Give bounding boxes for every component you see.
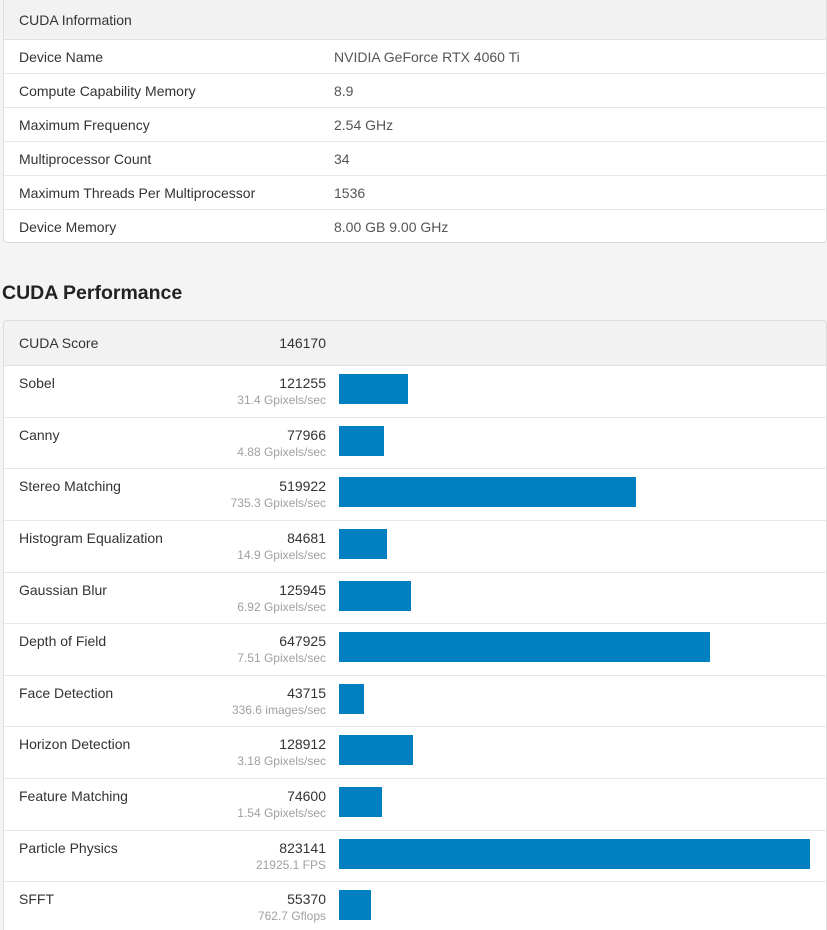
perf-name: Particle Physics	[19, 839, 118, 856]
performance-rows: Sobel 121255 31.4 Gpixels/sec Canny 77966 4.8…	[4, 366, 826, 930]
score-bar	[339, 477, 636, 508]
perf-throughput: 3.18 Gpixels/sec	[237, 754, 326, 769]
perf-row-depth-of-field: Depth of Field 647925 7.51 Gpixels/sec	[4, 624, 826, 676]
perf-row-face-detection: Face Detection 43715 336.6 images/sec	[4, 676, 826, 728]
perf-score: 823141	[279, 839, 326, 856]
perf-row-horizon-detection: Horizon Detection 128912 3.18 Gpixels/sec	[4, 727, 826, 779]
info-value: 34	[334, 150, 350, 167]
perf-name: Depth of Field	[19, 633, 107, 650]
info-row-max-threads: Maximum Threads Per Multiprocessor 1536	[4, 176, 826, 210]
score-bar	[339, 632, 710, 663]
perf-score: 84681	[287, 529, 326, 546]
info-label: Compute Capability Memory	[19, 82, 196, 99]
perf-name: Face Detection	[19, 684, 114, 701]
perf-throughput: 762.7 Gflops	[257, 909, 326, 924]
perf-name: Sobel	[19, 375, 55, 391]
perf-throughput: 1.54 Gpixels/sec	[237, 806, 326, 820]
info-label: Device Memory	[19, 219, 117, 235]
perf-row-histogram-equalization: Histogram Equalization 84681 14.9 Gpixels/…	[4, 521, 826, 573]
info-value: 2.54 GHz	[334, 116, 394, 133]
info-label: Maximum Frequency	[19, 116, 150, 133]
info-label: Maximum Threads Per Multiprocessor	[19, 184, 256, 201]
perf-score: 519922	[279, 478, 326, 495]
perf-row-feature-matching: Feature Matching 74600 1.54 Gpixels/sec	[4, 779, 826, 831]
info-label: Device Name	[19, 48, 104, 65]
perf-score: 55370	[287, 891, 326, 908]
perf-throughput: 31.4 Gpixels/sec	[237, 393, 326, 407]
perf-row-sobel: Sobel 121255 31.4 Gpixels/sec	[4, 366, 826, 418]
info-label: Multiprocessor Count	[19, 150, 152, 167]
perf-score: 647925	[279, 633, 326, 650]
info-row-maximum-frequency: Maximum Frequency 2.54 GHz	[4, 108, 826, 142]
perf-name: Feature Matching	[19, 788, 128, 804]
info-row-compute-capability: Compute Capability Memory 8.9	[4, 74, 826, 108]
cuda-score-label: CUDA Score	[19, 335, 99, 351]
perf-name: Gaussian Blur	[19, 581, 107, 598]
info-value: 8.00 GB 9.00 GHz	[334, 219, 449, 235]
score-bar	[339, 890, 371, 921]
perf-name: Stereo Matching	[19, 478, 121, 495]
perf-name: Canny	[19, 426, 60, 443]
perf-name: Histogram Equalization	[19, 529, 163, 546]
perf-row-gaussian-blur: Gaussian Blur 125945 6.92 Gpixels/sec	[4, 573, 826, 625]
info-value: 8.9	[334, 82, 354, 99]
score-bar	[339, 787, 382, 817]
perf-throughput: 7.51 Gpixels/sec	[237, 651, 326, 666]
cuda-information-header: CUDA Information	[4, 0, 826, 40]
info-value: 1536	[334, 184, 366, 201]
perf-row-stereo-matching: Stereo Matching 519922 735.3 Gpixels/sec	[4, 469, 826, 521]
score-bar	[339, 425, 384, 456]
cuda-information-card: CUDA Information Device Name NVIDIA GeFo…	[3, 0, 827, 243]
perf-score: 121255	[279, 375, 326, 391]
info-row-device-name: Device Name NVIDIA GeForce RTX 4060 Ti	[4, 40, 826, 74]
perf-throughput: 336.6 images/sec	[231, 702, 326, 717]
score-bar	[339, 374, 408, 404]
perf-row-particle-physics: Particle Physics 823141 21925.1 FPS	[4, 831, 826, 883]
info-row-multiprocessor-count: Multiprocessor Count 34	[4, 142, 826, 176]
cuda-performance-card: CUDA Score 146170 Sobel 121255 31.4 Gpixel…	[3, 320, 827, 930]
perf-score: 74600	[287, 788, 326, 804]
cuda-score-header: CUDA Score 146170	[4, 321, 826, 366]
info-value: NVIDIA GeForce RTX 4060 Ti	[334, 48, 520, 65]
perf-name: SFFT	[19, 891, 54, 908]
perf-throughput: 4.88 Gpixels/sec	[237, 444, 326, 459]
cuda-score-value: 146170	[279, 335, 326, 351]
perf-name: Horizon Detection	[19, 736, 131, 753]
cuda-information-title: CUDA Information	[19, 11, 132, 28]
score-bar	[339, 838, 810, 869]
score-bar	[339, 528, 387, 559]
perf-row-sfft: SFFT 55370 762.7 Gflops	[4, 882, 826, 930]
perf-throughput: 21925.1 FPS	[255, 857, 326, 872]
score-bar	[339, 580, 411, 611]
perf-throughput: 735.3 Gpixels/sec	[230, 496, 326, 511]
perf-score: 125945	[279, 581, 326, 598]
perf-score: 77966	[287, 426, 326, 443]
score-bar	[339, 683, 364, 714]
perf-row-canny: Canny 77966 4.88 Gpixels/sec	[4, 418, 826, 470]
info-row-device-memory: Device Memory 8.00 GB 9.00 GHz	[4, 210, 826, 242]
cuda-performance-title: CUDA Performance	[2, 282, 183, 304]
perf-throughput: 14.9 Gpixels/sec	[237, 547, 326, 562]
perf-score: 128912	[279, 736, 326, 753]
perf-throughput: 6.92 Gpixels/sec	[237, 599, 326, 614]
score-bar	[339, 735, 413, 766]
perf-score: 43715	[287, 684, 326, 701]
